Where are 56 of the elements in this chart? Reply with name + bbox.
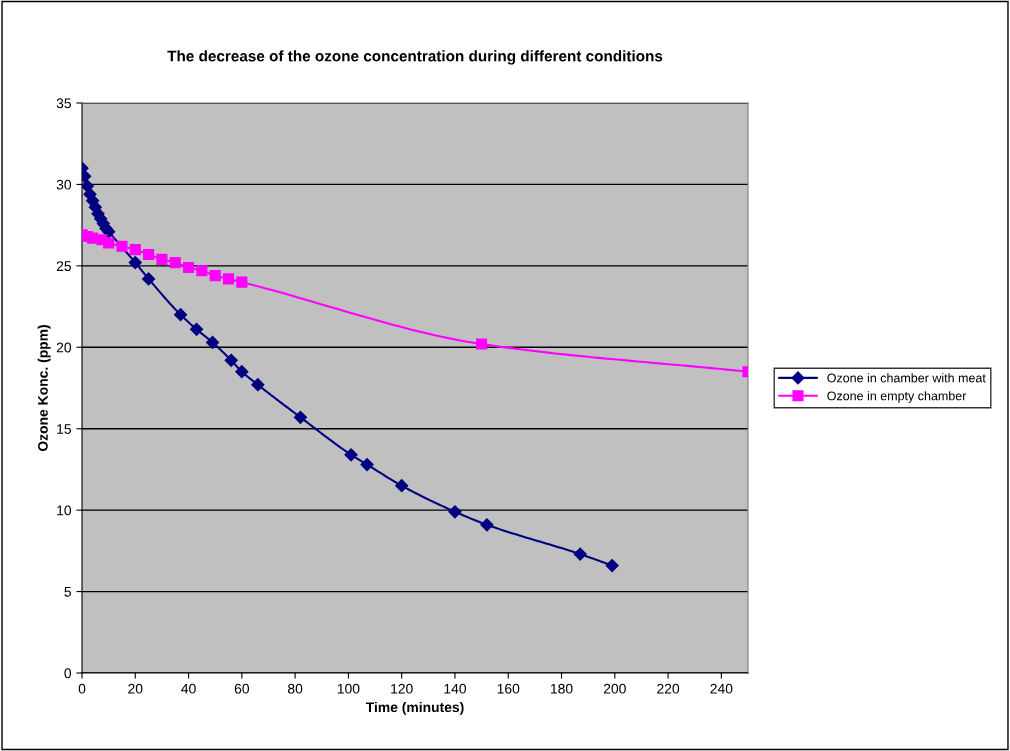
y-tick-label: 10: [57, 505, 72, 516]
point: [395, 479, 409, 493]
legend-label: Ozone in chamber with meat: [827, 373, 986, 383]
x-tick-label: 100: [337, 683, 360, 694]
x-tick-label: 200: [603, 683, 626, 694]
x-tick-label: 0: [78, 683, 86, 694]
point: [169, 257, 181, 269]
point: [143, 248, 155, 261]
point: [360, 457, 374, 472]
y-tick-label: 35: [56, 98, 71, 109]
point: [344, 448, 358, 462]
point: [173, 308, 188, 322]
point: [102, 225, 116, 239]
x-tick-label: 140: [444, 683, 466, 694]
point: [476, 338, 488, 350]
point: [116, 240, 128, 252]
x-tick-label: 240: [710, 683, 733, 694]
x-tick-label: 180: [550, 683, 573, 694]
point: [293, 410, 308, 424]
x-tick-label: 220: [657, 683, 680, 694]
point: [103, 237, 115, 249]
y-tick-label: 30: [56, 179, 72, 190]
point: [183, 261, 195, 274]
point: [224, 353, 238, 367]
point: [205, 335, 220, 349]
chart-title: The decrease of the ozone concentration during different conditions: [167, 50, 663, 65]
point: [448, 505, 462, 519]
point: [196, 265, 208, 277]
x-tick-label: 40: [181, 683, 196, 694]
point: [82, 179, 94, 193]
y-tick-label: 15: [57, 424, 71, 434]
legend-label: Ozone in empty chamber: [827, 391, 967, 403]
x-tick-label: 120: [391, 683, 413, 694]
point: [605, 558, 619, 573]
y-tick-label: 25: [56, 261, 71, 272]
y-tick-label: 5: [64, 587, 71, 597]
y-tick-label: 0: [64, 668, 72, 679]
point: [129, 244, 141, 256]
y-tick-label: 20: [56, 342, 72, 353]
y-axis-title: Ozone Konc. (ppm): [37, 325, 51, 452]
point: [480, 518, 494, 532]
point: [128, 256, 142, 270]
x-tick-label: 60: [234, 683, 250, 694]
x-axis-title: Time (minutes): [365, 701, 464, 715]
point: [142, 272, 156, 286]
point: [156, 253, 168, 265]
point: [251, 378, 265, 392]
point: [236, 276, 248, 288]
x-tick-label: 160: [497, 683, 520, 694]
point: [209, 270, 221, 282]
point: [222, 273, 235, 285]
x-tick-label: 80: [288, 683, 303, 694]
point: [189, 322, 204, 336]
x-tick-label: 20: [128, 683, 143, 694]
point: [573, 547, 587, 561]
point: [235, 365, 249, 379]
